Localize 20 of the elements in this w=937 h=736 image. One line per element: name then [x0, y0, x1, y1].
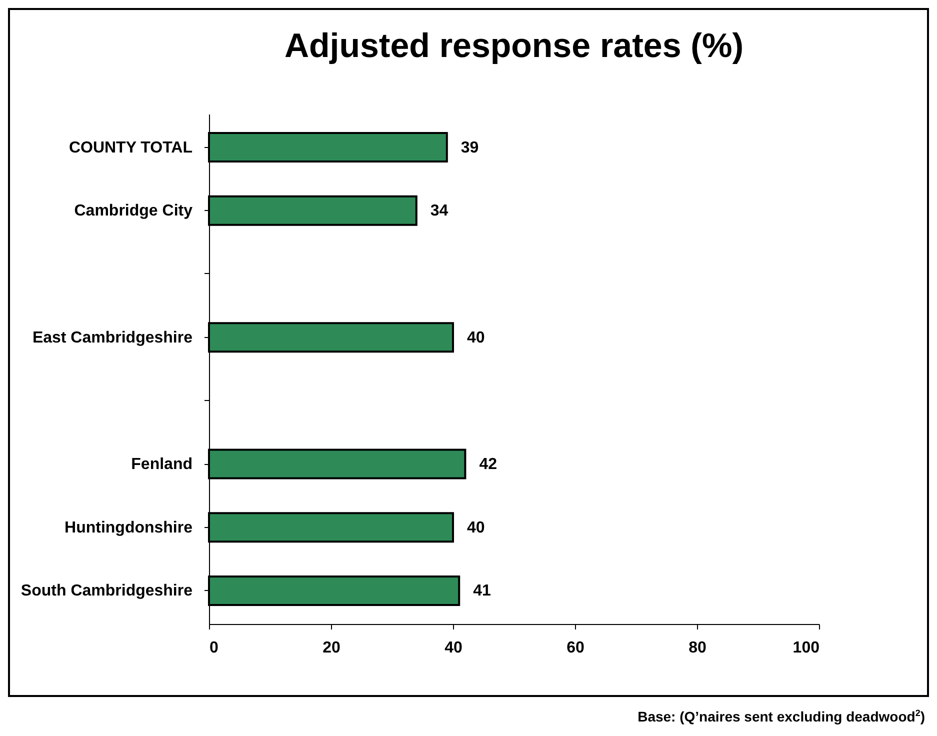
y-tick-label: Fenland	[131, 456, 192, 474]
data-label: 42	[479, 456, 498, 474]
y-tick-label: South Cambridgeshire	[20, 582, 193, 600]
data-label: 34	[430, 202, 448, 220]
y-tick-label: COUNTY TOTAL	[68, 139, 193, 156]
text: Base: (Q’naires sent excluding deadwood$^{2}$)	[638, 708, 925, 725]
data-label: 39	[460, 139, 479, 156]
x-tick-label: 60	[566, 640, 584, 656]
x-tick-label: 100	[792, 640, 820, 656]
data-label: 40	[467, 329, 485, 346]
chart-title: Adjusted response rates (%)	[284, 27, 744, 65]
x-tick-label: 0	[210, 640, 218, 656]
y-tick-label: Cambridge City	[74, 202, 193, 220]
y-tick-label: Huntingdonshire	[64, 519, 193, 536]
x-tick-label: 20	[322, 640, 340, 656]
x-tick-label: 40	[444, 640, 462, 656]
data-label: 40	[467, 519, 485, 536]
y-tick-label: East Cambridgeshire	[32, 329, 193, 346]
x-tick-label: 80	[688, 640, 706, 656]
data-label: 41	[473, 582, 491, 600]
